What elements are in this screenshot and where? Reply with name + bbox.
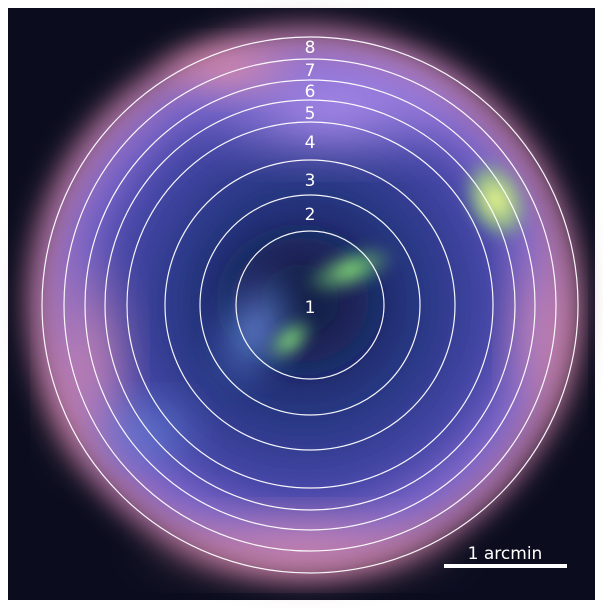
ring-1 [235,230,385,380]
ring-label-2: 2 [305,205,316,225]
ring-label-4: 4 [305,133,316,153]
annulus-rings [41,36,579,574]
ring-7 [63,58,557,552]
nebula-sw-blue [90,390,210,470]
nebula-ne-hotspot [461,157,531,243]
ring-5 [104,99,516,511]
ring-8 [41,36,579,574]
nebula-bottom-pink [130,505,470,585]
ring-2 [199,194,421,416]
ring-label-1: 1 [305,298,316,318]
ring-labels: 1 2 3 4 5 6 7 8 [305,38,316,318]
scale-bar-label: 1 arcmin [468,544,543,564]
ring-6 [84,79,536,531]
ring-4 [126,121,494,489]
ring-label-5: 5 [305,104,316,124]
nebula-right-pink [500,220,580,440]
ring-label-6: 6 [305,82,316,102]
nebula-center-green-2 [264,316,316,364]
ring-label-3: 3 [305,171,316,191]
nebula-center-green [302,243,398,297]
scale-bar: 1 arcmin [444,544,567,568]
nebula-top-left-pink [150,35,310,105]
ring-label-8: 8 [305,38,316,58]
ring-3 [164,159,456,451]
ring-label-7: 7 [305,61,316,81]
scale-bar-line [444,564,567,568]
